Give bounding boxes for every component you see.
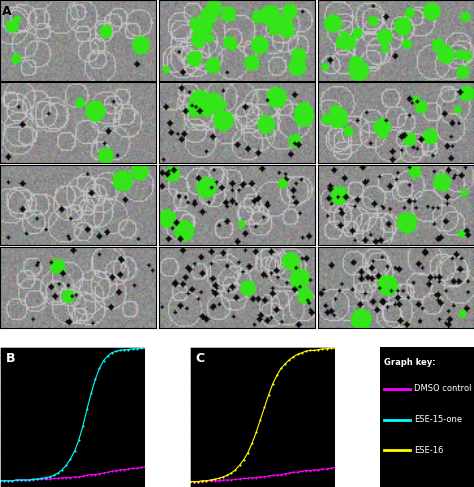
Text: ESE-16: ESE-16 — [414, 446, 443, 455]
Text: ESE-15-one: ESE-15-one — [414, 415, 462, 424]
Text: DMSO control: DMSO control — [414, 384, 471, 393]
Text: Graph key:: Graph key: — [384, 358, 436, 367]
Text: B: B — [6, 352, 15, 365]
Y-axis label: 4 hours: 4 hours — [0, 40, 2, 72]
Y-axis label: 48 hours: 48 hours — [0, 205, 2, 242]
Text: C: C — [196, 352, 205, 365]
Text: A: A — [2, 5, 12, 18]
Y-axis label: Green Object Count (1/mm²): Green Object Count (1/mm²) — [155, 367, 163, 467]
Y-axis label: 72 hours: 72 hours — [0, 287, 2, 324]
Y-axis label: 24 hours: 24 hours — [0, 123, 2, 160]
